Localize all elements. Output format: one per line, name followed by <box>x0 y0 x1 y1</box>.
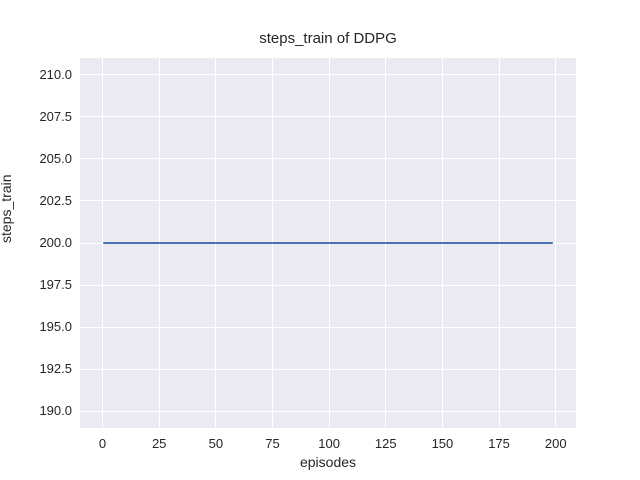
x-tick-label: 100 <box>318 436 340 451</box>
y-gridline <box>80 74 576 76</box>
y-tick-label: 205.0 <box>39 150 72 166</box>
y-gridline <box>80 284 576 286</box>
y-tick-label: 190.0 <box>39 403 72 419</box>
x-tick-label: 75 <box>265 436 280 451</box>
y-gridline <box>80 368 576 370</box>
plot-area <box>80 58 576 428</box>
y-tick-label: 202.5 <box>39 192 72 208</box>
x-tick-label: 50 <box>208 436 224 451</box>
y-tick-label: 207.5 <box>39 108 72 124</box>
x-axis-label: episodes <box>299 454 357 470</box>
x-tick-label: 150 <box>431 436 454 451</box>
chart-title: steps_train of DDPG <box>259 30 397 47</box>
y-gridline <box>80 326 576 328</box>
y-gridline <box>80 200 576 202</box>
y-tick-label: 197.5 <box>39 277 72 293</box>
y-tick-label: 210.0 <box>39 66 72 82</box>
x-tick-label: 125 <box>374 436 397 451</box>
y-axis-label: steps_train <box>0 174 14 243</box>
x-tick-label: 200 <box>544 436 567 451</box>
y-tick-label: 200.0 <box>39 235 72 250</box>
data-line-steps-train <box>102 242 554 244</box>
y-tick-label: 195.0 <box>39 319 72 335</box>
y-gridline <box>80 158 576 160</box>
y-tick-label: 192.5 <box>39 361 72 377</box>
x-tick-label: 0 <box>98 436 107 451</box>
y-gridline <box>80 410 576 412</box>
x-tick-label: 25 <box>151 436 167 451</box>
x-tick-label: 175 <box>488 436 510 451</box>
y-gridline <box>80 116 576 118</box>
